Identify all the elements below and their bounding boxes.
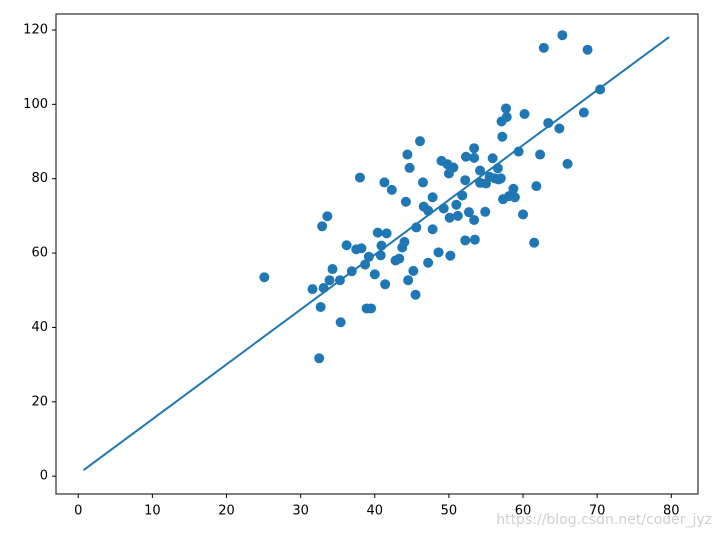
scatter-point xyxy=(317,221,328,232)
scatter-point xyxy=(531,181,542,192)
watermark: https://blog.csdn.net/coder_jyz xyxy=(496,512,712,528)
scatter-point xyxy=(399,236,410,247)
scatter-point xyxy=(452,210,463,221)
scatter-point xyxy=(341,240,352,251)
axes-frame xyxy=(55,13,699,495)
scatter-point xyxy=(448,162,459,173)
scatter-point xyxy=(360,259,371,270)
scatter-point xyxy=(356,243,367,254)
x-tick-label: 70 xyxy=(589,504,606,519)
scatter-point xyxy=(400,196,411,207)
y-tick-label: 80 xyxy=(31,171,48,186)
scatter-point xyxy=(408,265,419,276)
scatter-point xyxy=(460,175,471,186)
scatter-point xyxy=(487,153,498,164)
x-tick-label: 50 xyxy=(441,504,458,519)
scatter-point xyxy=(386,184,397,195)
scatter-point xyxy=(529,237,540,248)
x-tick-label: 80 xyxy=(663,504,680,519)
scatter-point xyxy=(414,136,425,147)
scatter-point xyxy=(535,149,546,160)
scatter-point xyxy=(427,192,438,203)
scatter-point xyxy=(519,109,530,120)
scatter-point xyxy=(259,272,270,283)
scatter-point xyxy=(315,301,326,312)
y-tick-label: 0 xyxy=(40,469,48,484)
scatter-point xyxy=(557,30,568,41)
y-tick-label: 120 xyxy=(23,22,48,37)
scatter-point xyxy=(372,227,383,238)
scatter-point xyxy=(394,253,405,264)
scatter-point xyxy=(322,211,333,222)
scatter-point xyxy=(469,234,480,245)
fit-line xyxy=(82,36,670,472)
y-tick-label: 20 xyxy=(31,394,48,409)
x-tick-label: 20 xyxy=(218,504,235,519)
x-tick-label: 60 xyxy=(515,504,532,519)
scatter-point xyxy=(403,275,414,286)
scatter-point xyxy=(410,289,421,300)
scatter-point xyxy=(354,172,365,183)
scatter-point xyxy=(469,143,480,154)
scatter-point xyxy=(480,206,491,217)
scatter-point xyxy=(379,177,390,188)
scatter-point xyxy=(369,269,380,280)
scatter-point xyxy=(335,317,346,328)
x-tick-label: 30 xyxy=(292,504,309,519)
x-tick-label: 10 xyxy=(144,504,161,519)
scatter-point xyxy=(508,183,519,194)
scatter-point xyxy=(363,251,374,262)
scatter-point xyxy=(460,235,471,246)
scatter-point xyxy=(497,131,508,142)
scatter-point xyxy=(460,151,471,162)
scatter-point xyxy=(469,152,480,163)
x-tick-label: 0 xyxy=(74,504,82,519)
scatter-point xyxy=(417,177,428,188)
scatter-point xyxy=(463,207,474,218)
scatter-point xyxy=(451,199,462,210)
y-tick-label: 100 xyxy=(23,97,48,112)
scatter-point xyxy=(500,103,511,114)
scatter-point xyxy=(475,165,486,176)
scatter-point xyxy=(324,275,335,286)
scatter-point xyxy=(381,228,392,239)
scatter-point xyxy=(433,247,444,258)
y-tick-label: 60 xyxy=(31,246,48,261)
scatter-point xyxy=(469,214,480,225)
scatter-point xyxy=(404,162,415,173)
scatter-point xyxy=(538,42,549,53)
scatter-point xyxy=(554,123,565,134)
scatter-point xyxy=(380,279,391,290)
scatter-point xyxy=(444,212,455,223)
scatter-point xyxy=(307,284,318,295)
scatter-point xyxy=(501,111,512,122)
scatter-point xyxy=(578,107,589,118)
x-tick-label: 40 xyxy=(367,504,384,519)
scatter-point xyxy=(445,250,456,261)
scatter-point xyxy=(427,224,438,235)
scatter-point xyxy=(495,173,506,184)
y-tick-label: 40 xyxy=(31,320,48,335)
scatter-point xyxy=(366,303,377,314)
scatter-point xyxy=(562,158,573,169)
scatter-point xyxy=(423,257,434,268)
scatter-point xyxy=(518,209,529,220)
scatter-point xyxy=(582,44,593,55)
scatter-point xyxy=(402,149,413,160)
scatter-point xyxy=(314,353,325,364)
scatter-point xyxy=(509,192,520,203)
scatter-point xyxy=(327,264,338,275)
